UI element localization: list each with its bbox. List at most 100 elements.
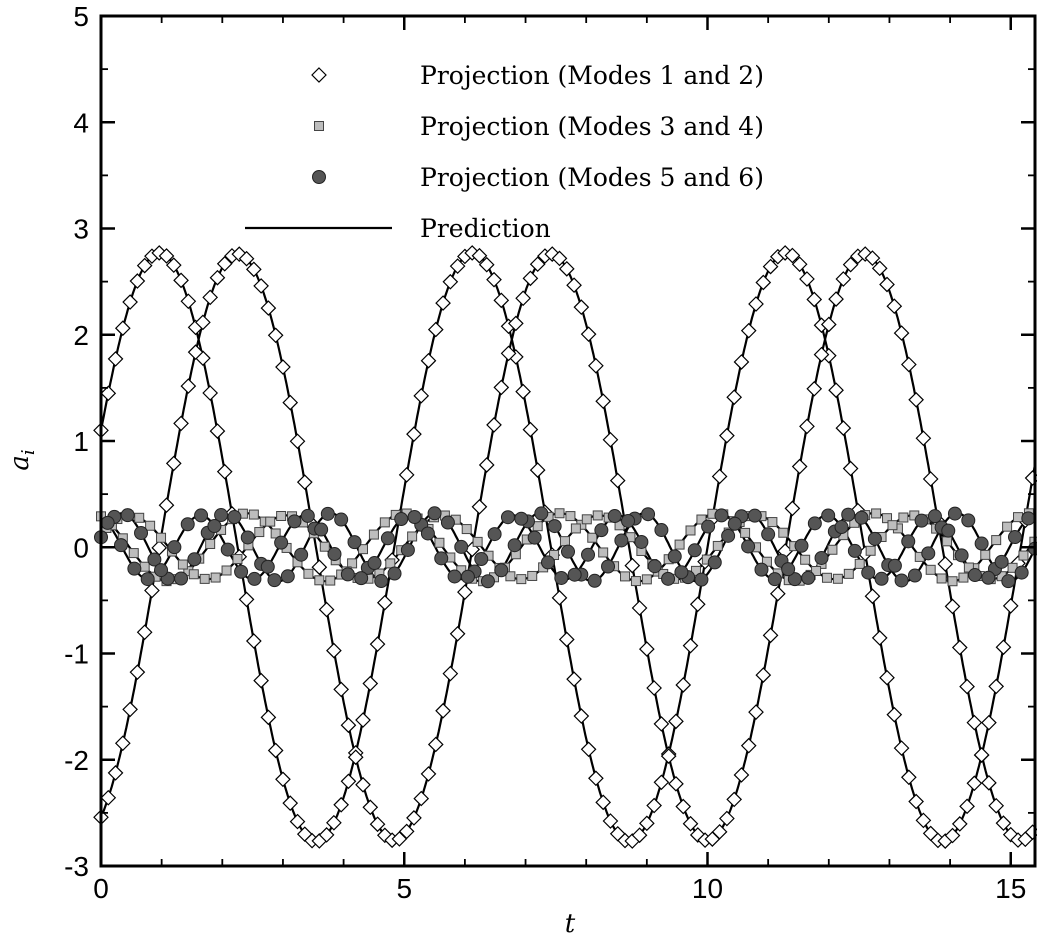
data-point-circle [140, 572, 155, 587]
data-point-square [587, 532, 598, 543]
data-point-square [887, 520, 898, 531]
data-point-diamond [588, 357, 604, 374]
data-point-circle [527, 530, 542, 545]
data-point-square [527, 570, 538, 581]
data-point-circle [807, 516, 822, 531]
data-point-diamond [551, 250, 568, 267]
data-point-diamond [828, 382, 844, 399]
data-point-circle [460, 569, 475, 584]
data-point-circle [667, 549, 682, 564]
data-point-circle [981, 570, 996, 585]
data-point-diamond [114, 320, 131, 337]
data-point-diamond [981, 775, 997, 791]
data-point-square [565, 511, 576, 522]
data-point-diamond [129, 273, 146, 289]
data-point-diamond [165, 257, 182, 274]
data-point-square [270, 528, 281, 539]
data-point-circle [607, 509, 622, 524]
data-point-circle [647, 559, 662, 574]
data-point-diamond [558, 260, 575, 277]
data-point-diamond [420, 766, 437, 782]
data-point-diamond [864, 250, 881, 266]
data-point-square [712, 540, 723, 551]
data-point-diamond [748, 296, 764, 312]
data-point-square [461, 524, 472, 535]
data-point-diamond [638, 641, 655, 657]
data-point-diamond [114, 735, 131, 752]
data-point-square [199, 573, 210, 584]
data-point-square [188, 569, 199, 580]
data-point-square [385, 558, 396, 569]
data-point-square [832, 573, 843, 584]
data-point-circle [114, 538, 129, 553]
data-point-diamond [311, 559, 328, 576]
data-point-square [128, 548, 139, 559]
data-point-square [641, 574, 652, 585]
data-point-diamond [784, 247, 801, 264]
data-point-circle [100, 515, 115, 530]
data-point-diamond [915, 430, 932, 447]
legend-label: Projection (Modes 5 and 6) [420, 163, 764, 192]
data-point-circle [534, 506, 549, 521]
data-point-circle [661, 571, 676, 586]
data-point-diamond [216, 255, 233, 272]
data-point-diamond [995, 815, 1012, 831]
data-point-circle [194, 508, 209, 523]
data-point-circle [587, 573, 602, 588]
data-point-diamond [144, 582, 160, 599]
data-point-diamond [689, 827, 706, 843]
data-point-circle [420, 526, 435, 541]
data-point-diamond [638, 815, 655, 832]
data-point-square [865, 545, 876, 556]
data-point-square [570, 523, 581, 534]
data-point-square [314, 575, 325, 586]
data-point-circle [494, 563, 509, 578]
data-point-diamond [202, 289, 219, 306]
data-point-square [592, 510, 603, 521]
axes: 0 5 10 15 -3 -2 -1 0 1 2 3 4 5 [64, 1, 1037, 904]
data-point-diamond [675, 677, 692, 693]
data-point-diamond [973, 747, 990, 763]
data-point-diamond [296, 474, 313, 491]
data-point-circle [180, 517, 195, 532]
data-point-circle [147, 552, 162, 567]
data-point-circle [641, 507, 656, 522]
data-point-circle [601, 559, 616, 574]
data-point-circle [1001, 574, 1016, 589]
data-point-diamond [442, 665, 459, 682]
data-point-diamond [413, 387, 430, 404]
data-point-diamond [369, 636, 386, 652]
data-point-diamond [471, 498, 488, 515]
data-point-diamond [908, 793, 924, 810]
data-point-diamond [333, 681, 350, 698]
data-point-diamond [355, 776, 371, 793]
data-point-diamond [136, 624, 153, 641]
data-point-diamond [951, 639, 968, 656]
data-point-circle [340, 567, 355, 582]
data-point-diamond [879, 669, 895, 686]
data-point-diamond [719, 427, 735, 444]
data-point-diamond [522, 421, 539, 438]
data-point-circle [1021, 511, 1036, 526]
data-point-diamond [471, 247, 488, 264]
data-point-square [276, 510, 287, 521]
data-point-diamond [719, 810, 735, 827]
data-point-diamond [806, 380, 823, 397]
data-point-diamond [668, 713, 684, 730]
data-point-diamond [515, 383, 531, 400]
data-point-diamond [908, 391, 924, 408]
data-point-diamond [318, 601, 335, 618]
data-point-diamond [602, 431, 619, 448]
data-point-square [134, 512, 145, 523]
data-point-circle [821, 508, 836, 523]
data-point-circle [447, 569, 462, 584]
data-point-circle [300, 508, 315, 523]
data-point-diamond [457, 584, 473, 600]
data-point-circle [694, 572, 709, 587]
data-point-diamond [762, 258, 779, 275]
data-point-diamond [668, 775, 684, 792]
x-axis-label: t [565, 909, 576, 939]
data-point-diamond [769, 585, 786, 602]
data-point-square [210, 572, 221, 583]
data-point-square [936, 573, 947, 584]
